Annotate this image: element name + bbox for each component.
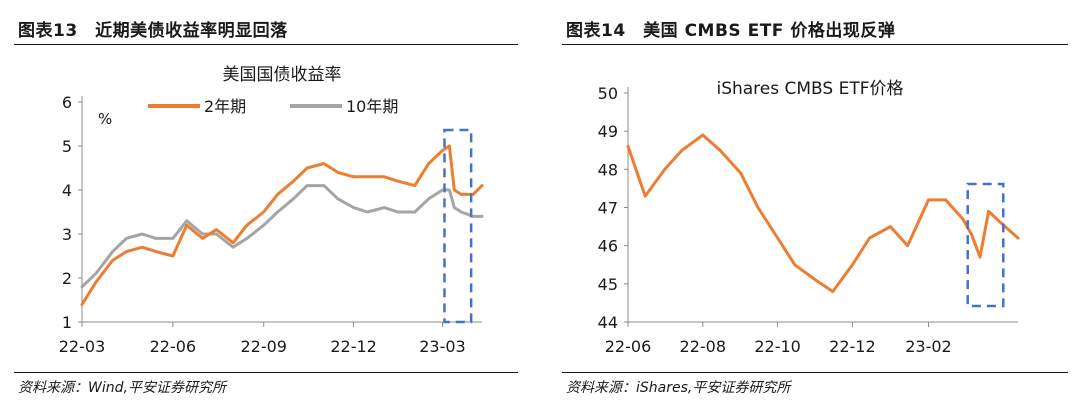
y-tick-label: 2 (62, 269, 72, 288)
chart-title: 美国国债收益率 (223, 65, 342, 85)
x-tick-label: 22-10 (754, 337, 801, 356)
right-figure-header: 图表14 美国 CMBS ETF 价格出现反弹 (566, 21, 896, 41)
left-footer-rule (14, 372, 518, 373)
left-header-rule (14, 44, 518, 45)
y-tick-label: 44 (598, 313, 618, 332)
y-tick-label: 48 (598, 160, 618, 179)
y-tick-label: 46 (598, 237, 618, 256)
series-line-2 (80, 184, 484, 289)
y-tick-label: 47 (598, 199, 618, 218)
y-unit-label: % (98, 110, 112, 128)
x-tick-label: 22-12 (829, 337, 876, 356)
y-tick-label: 6 (62, 93, 72, 112)
x-tick-label: 22-06 (605, 337, 652, 356)
y-tick-label: 1 (62, 313, 72, 332)
y-tick-label: 50 (598, 84, 618, 103)
y-tick-label: 5 (62, 137, 72, 156)
chart-title: iShares CMBS ETF价格 (716, 79, 903, 99)
y-tick-label: 3 (62, 225, 72, 244)
right-source-note: 资料来源：iShares,平安证券研究所 (566, 380, 791, 396)
series-line-1 (626, 133, 1020, 293)
y-tick-label: 45 (598, 275, 618, 294)
y-tick-label: 4 (62, 181, 72, 200)
legend-label: 10年期 (346, 97, 398, 116)
right-footer-rule (562, 372, 1068, 373)
right-figure-panel: 图表14 美国 CMBS ETF 价格出现反弹 iShares CMBS ETF… (548, 0, 1080, 412)
x-tick-label: 22-08 (680, 337, 727, 356)
x-tick-label: 22-06 (150, 337, 197, 356)
series-line-1 (80, 144, 484, 306)
x-tick-label: 22-09 (240, 337, 287, 356)
legend-label: 2年期 (204, 97, 246, 116)
x-tick-label: 23-02 (905, 337, 952, 356)
highlight-box (966, 182, 1005, 308)
y-tick-label: 49 (598, 122, 618, 141)
left-figure-panel: 图表13 近期美债收益率明显回落 美国国债收益率 1 2 3 4 5 6 22-03 22-06… (0, 0, 530, 412)
left-source-note: 资料来源：Wind,平安证券研究所 (18, 380, 226, 396)
x-tick-label: 22-12 (330, 337, 377, 356)
highlight-box (443, 128, 473, 324)
right-header-rule (562, 44, 1068, 45)
x-tick-label: 22-03 (59, 337, 106, 356)
treasury-yield-chart: 美国国债收益率 1 2 3 4 5 6 22-03 22-06 22-09 22-12 23-03% 2… (59, 65, 484, 356)
left-figure-header: 图表13 近期美债收益率明显回落 (18, 21, 288, 41)
x-tick-label: 23-03 (419, 337, 466, 356)
cmbs-etf-chart: iShares CMBS ETF价格 44 45 46 47 48 49 50 22-06 22-… (598, 79, 1020, 356)
